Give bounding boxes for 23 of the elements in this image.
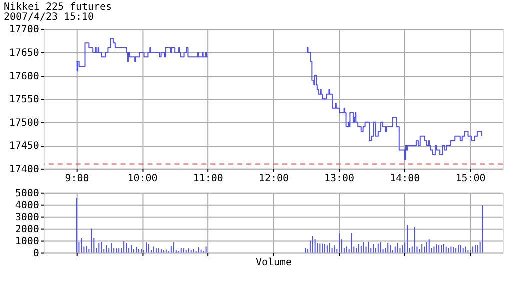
y-tick-label: 17600 bbox=[9, 71, 40, 82]
x-tick-label: 13:00 bbox=[324, 173, 355, 184]
x-axis-title: Volume bbox=[256, 258, 292, 269]
y-tick-label: 17650 bbox=[9, 48, 40, 59]
chart-subtitle: 2007/4/23 15:10 bbox=[4, 12, 94, 24]
y-tick-label: 2000 bbox=[15, 224, 40, 236]
y-tick-label: 1000 bbox=[15, 236, 40, 248]
y-tick-label: 17450 bbox=[9, 141, 40, 152]
x-tick-label: 9:00 bbox=[65, 173, 90, 184]
chart-title: Nikkei 225 futures bbox=[4, 2, 112, 14]
y-tick-label: 17400 bbox=[9, 164, 40, 176]
y-tick-label: 5000 bbox=[15, 188, 40, 200]
y-tick-label: 17700 bbox=[9, 24, 40, 36]
y-tick-label: 17550 bbox=[9, 94, 40, 106]
y-tick-label: 4000 bbox=[15, 200, 40, 212]
y-tick-label: 17500 bbox=[9, 118, 40, 129]
x-tick-label: 12:00 bbox=[258, 173, 289, 184]
y-tick-label: 0 bbox=[33, 248, 40, 260]
y-tick-label: 3000 bbox=[15, 212, 40, 224]
x-tick-label: 11:00 bbox=[193, 173, 224, 184]
x-tick-label: 14:00 bbox=[390, 173, 420, 184]
x-tick-label: 10:00 bbox=[128, 173, 158, 184]
x-tick-label: 15:00 bbox=[456, 173, 486, 184]
